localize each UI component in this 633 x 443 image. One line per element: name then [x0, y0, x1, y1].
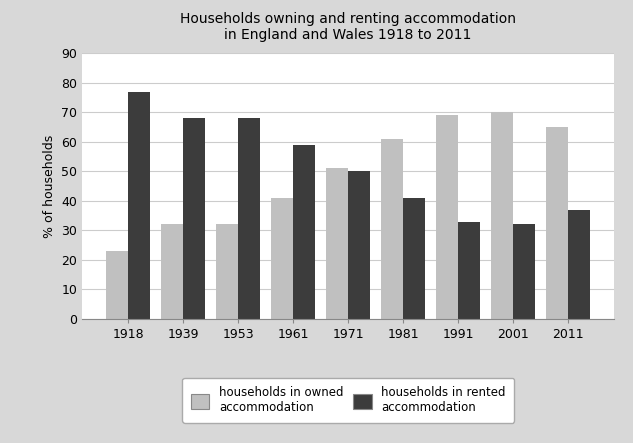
Bar — [184, 118, 205, 319]
Bar — [272, 198, 293, 319]
Bar — [381, 139, 403, 319]
Bar — [161, 225, 184, 319]
Bar — [326, 168, 348, 319]
Bar — [348, 171, 370, 319]
Bar — [491, 112, 513, 319]
Bar — [293, 145, 315, 319]
Bar — [458, 222, 480, 319]
Bar — [403, 198, 425, 319]
Bar — [513, 225, 535, 319]
Bar — [238, 118, 260, 319]
Bar — [546, 127, 568, 319]
Title: Households owning and renting accommodation
in England and Wales 1918 to 2011: Households owning and renting accommodat… — [180, 12, 516, 42]
Bar — [128, 92, 151, 319]
Bar — [568, 210, 590, 319]
Legend: households in owned
accommodation, households in rented
accommodation: households in owned accommodation, house… — [182, 378, 514, 423]
Bar — [436, 115, 458, 319]
Y-axis label: % of households: % of households — [43, 134, 56, 238]
Bar — [216, 225, 238, 319]
Bar — [106, 251, 128, 319]
